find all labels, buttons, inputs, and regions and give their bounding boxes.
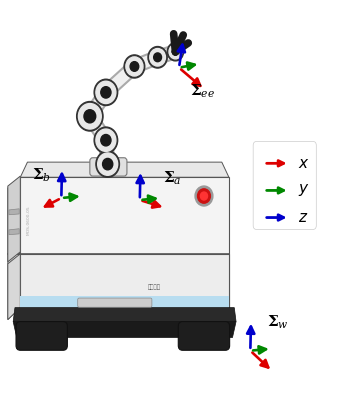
FancyBboxPatch shape: [16, 322, 67, 350]
Circle shape: [172, 48, 179, 55]
Circle shape: [77, 102, 103, 131]
Circle shape: [98, 153, 118, 175]
Circle shape: [124, 55, 145, 78]
Text: MOS-0600-05: MOS-0600-05: [26, 205, 30, 235]
Text: $\mathbf{\Sigma}_{a}$: $\mathbf{\Sigma}_{a}$: [163, 169, 182, 187]
Circle shape: [154, 53, 161, 62]
Circle shape: [84, 110, 96, 123]
Circle shape: [96, 129, 116, 151]
FancyBboxPatch shape: [90, 158, 127, 176]
Circle shape: [94, 127, 118, 153]
Circle shape: [148, 46, 167, 68]
Circle shape: [101, 134, 111, 146]
Circle shape: [94, 79, 118, 106]
Circle shape: [101, 87, 111, 98]
Text: $\mathbf{\Sigma}_{w}$: $\mathbf{\Sigma}_{w}$: [267, 313, 289, 331]
Polygon shape: [20, 177, 229, 308]
Polygon shape: [8, 177, 20, 320]
Text: $\mathbf{\Sigma}_{ee}$: $\mathbf{\Sigma}_{ee}$: [190, 83, 215, 100]
Text: $\mathit{x}$: $\mathit{x}$: [299, 156, 310, 171]
FancyBboxPatch shape: [253, 142, 316, 230]
FancyBboxPatch shape: [178, 322, 229, 350]
Circle shape: [200, 192, 208, 200]
Circle shape: [198, 189, 211, 203]
Text: $\mathit{z}$: $\mathit{z}$: [299, 210, 309, 225]
Circle shape: [167, 42, 184, 61]
Polygon shape: [20, 296, 229, 308]
Circle shape: [150, 48, 165, 66]
Polygon shape: [20, 162, 229, 177]
Polygon shape: [9, 209, 19, 215]
Circle shape: [78, 104, 101, 129]
Polygon shape: [13, 322, 236, 338]
Circle shape: [126, 57, 143, 76]
Text: 株式会社: 株式会社: [147, 285, 160, 290]
Polygon shape: [9, 229, 19, 235]
Circle shape: [195, 186, 213, 206]
FancyBboxPatch shape: [78, 298, 152, 307]
Polygon shape: [13, 308, 236, 322]
Circle shape: [169, 44, 182, 59]
Text: $\mathit{y}$: $\mathit{y}$: [299, 182, 310, 198]
Circle shape: [130, 62, 139, 71]
Circle shape: [96, 81, 116, 104]
Circle shape: [96, 151, 120, 177]
Circle shape: [103, 158, 113, 170]
Polygon shape: [20, 254, 229, 308]
Text: $\mathbf{\Sigma}_{b}$: $\mathbf{\Sigma}_{b}$: [32, 166, 51, 184]
Polygon shape: [8, 254, 20, 320]
Polygon shape: [8, 176, 20, 262]
